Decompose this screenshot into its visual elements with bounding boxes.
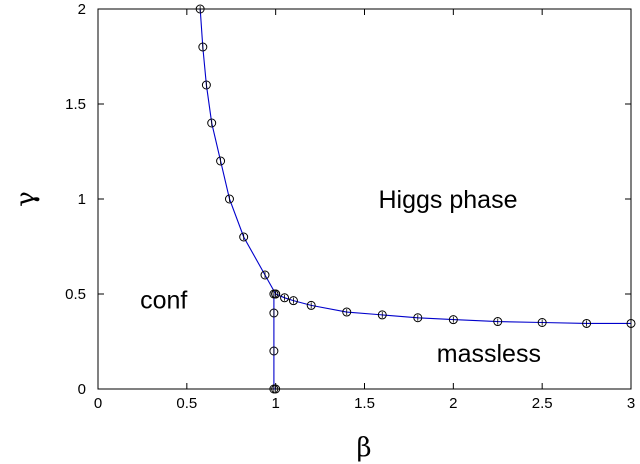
data-point [260,270,270,280]
data-point [269,346,279,356]
data-point [493,317,503,327]
y-tick-label: 2 [78,1,86,18]
data-point [280,293,290,303]
plot-frame [97,8,632,390]
data-point [377,310,387,320]
x-tick-label: 3 [627,395,635,412]
region-label: massless [437,340,541,368]
data-point [537,318,547,327]
axis-ticks [97,8,632,390]
data-point [239,232,249,242]
y-tick-label: 0.5 [65,286,86,303]
data-point [626,318,636,328]
data-point [207,118,217,128]
data-point [288,296,298,306]
data-point [269,289,279,299]
data-point [342,307,352,317]
data-point [413,313,423,323]
data-point [448,315,458,325]
y-tick-label: 1.5 [65,96,86,113]
x-tick-label: 1.5 [354,395,375,412]
y-axis-label: γ [11,191,41,207]
data-point [271,384,281,394]
series-markers [195,4,636,394]
y-tick-label: 1 [78,191,86,208]
data-point [198,42,208,52]
data-point [582,318,592,328]
data-point [201,80,211,90]
series-line-1 [199,8,277,295]
x-tick-label: 2 [449,395,457,412]
y-tick-label: 0 [78,381,86,398]
x-tick-label: 0.5 [176,395,197,412]
region-labels: Higgs phase conf massless [140,186,541,368]
data-point [195,4,205,14]
data-point [224,194,234,204]
x-tick-label: 1 [271,395,279,412]
tick-labels: 0 0.5 1 1.5 2 2.5 3 0 0.5 1 1.5 2 [65,1,635,412]
data-point [216,156,226,166]
x-tick-label: 0 [94,395,102,412]
x-axis-label: β [356,433,371,463]
region-label: Higgs phase [379,186,518,214]
series-line-2 [275,293,631,324]
region-label: conf [140,287,187,315]
data-point [269,308,279,318]
data-point [306,300,316,310]
x-tick-label: 2.5 [532,395,553,412]
series-line-3 [273,294,276,390]
